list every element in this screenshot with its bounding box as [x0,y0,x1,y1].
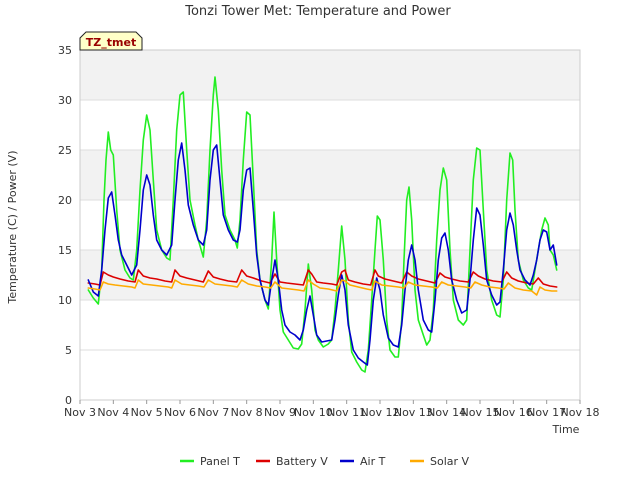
legend-label-solar-v: Solar V [430,455,470,468]
y-tick-label-0: 0 [65,394,72,407]
y-tick-label-6: 30 [58,94,72,107]
x-tick-label-3: Nov 6 [164,406,196,419]
y-tick-label-4: 20 [58,194,72,207]
x-tick-label-15: Nov 18 [561,406,600,419]
legend-label-battery-v: Battery V [276,455,328,468]
y-tick-label-5: 25 [58,144,72,157]
x-tick-label-14: Nov 17 [527,406,566,419]
x-tick-label-6: Nov 9 [264,406,296,419]
x-tick-label-7: Nov 10 [294,406,333,419]
x-tick-label-11: Nov 14 [427,406,466,419]
legend-label-air-t: Air T [360,455,386,468]
band-0 [80,250,580,300]
x-tick-label-4: Nov 7 [197,406,229,419]
x-tick-label-10: Nov 13 [394,406,433,419]
series-line-panel-t [87,76,558,373]
series-line-air-t [87,142,558,366]
x-tick-label-9: Nov 12 [361,406,400,419]
x-tick-label-2: Nov 5 [131,406,163,419]
x-tick-label-1: Nov 4 [97,406,129,419]
plot-frame [79,49,581,401]
x-tick-label-8: Nov 11 [327,406,366,419]
series-line-solar-v [87,279,558,296]
badge: TZ_tmet [79,31,143,51]
y-tick-label-1: 5 [65,344,72,357]
x-tick-label-12: Nov 15 [461,406,500,419]
legend: Panel T Battery V Air T Solar V [180,455,470,468]
legend-label-panel-t: Panel T [200,455,240,468]
x-tick-label-0: Nov 3 [64,406,96,419]
y-tick-label-3: 15 [58,244,72,257]
background-bands [80,50,580,300]
series-line-battery-v [87,269,558,288]
band-1 [80,150,580,200]
series-layer [87,76,558,373]
y-tick-label-7: 35 [58,44,72,57]
x-tick-label-5: Nov 8 [231,406,263,419]
badge-label: TZ_tmet [86,36,136,49]
chart-title: Tonzi Tower Met: Temperature and Power [184,4,451,19]
y-axis-label: Temperature (C) / Power (V) [6,150,19,304]
band-2 [80,50,580,100]
y-tick-label-2: 10 [58,294,72,307]
x-tick-label-13: Nov 16 [494,406,533,419]
y-axis-ticks: 0 5 10 15 20 25 30 35 [58,44,72,407]
x-axis-label: Time [552,423,580,436]
